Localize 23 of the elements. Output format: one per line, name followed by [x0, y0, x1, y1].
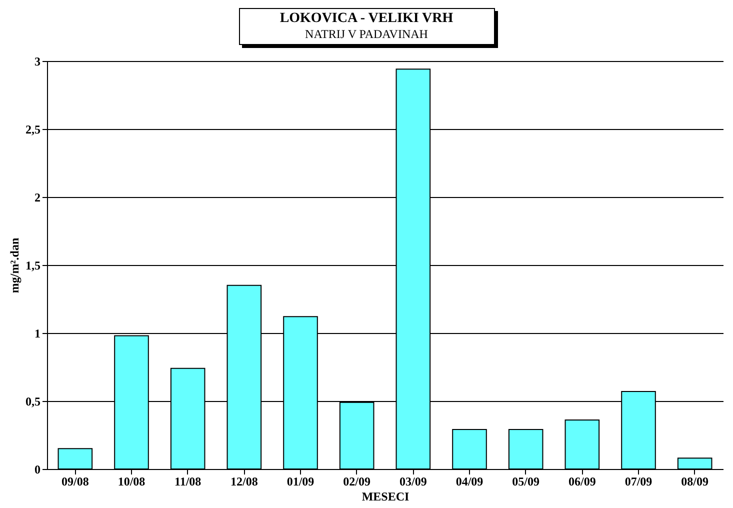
x-tick-label: 01/09 [286, 474, 314, 488]
x-tick-label: 03/09 [399, 474, 427, 488]
y-axis-title: mg/m².dan [8, 238, 22, 294]
x-tick-label: 11/08 [174, 474, 202, 488]
y-tick-label: 0 [34, 462, 40, 476]
y-tick-label: 2 [34, 190, 40, 204]
y-tick-label: 2,5 [26, 122, 40, 136]
x-tick-label: 02/09 [343, 474, 371, 488]
x-tick-label: 06/09 [568, 474, 596, 488]
x-tick-label: 04/09 [456, 474, 484, 488]
y-tick-label: 0,5 [26, 394, 40, 408]
y-tick-label: 3 [34, 54, 40, 68]
x-tick-label: 10/08 [118, 474, 146, 488]
x-tick-label: 07/09 [624, 474, 652, 488]
x-tick-label: 05/09 [512, 474, 540, 488]
x-axis-title: MESECI [362, 490, 410, 504]
x-tick-label: 09/08 [61, 474, 89, 488]
x-tick-label: 08/09 [681, 474, 709, 488]
y-tick-label: 1 [34, 326, 40, 340]
x-tick-label: 12/08 [230, 474, 258, 488]
chart-subtitle: NATRIJ V PADAVINAH [304, 27, 429, 42]
chart-title: LOKOVICA - VELIKI VRH [278, 11, 454, 27]
y-tick-label: 1,5 [26, 258, 40, 272]
